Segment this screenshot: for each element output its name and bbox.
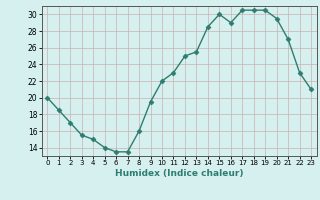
X-axis label: Humidex (Indice chaleur): Humidex (Indice chaleur) [115, 169, 244, 178]
